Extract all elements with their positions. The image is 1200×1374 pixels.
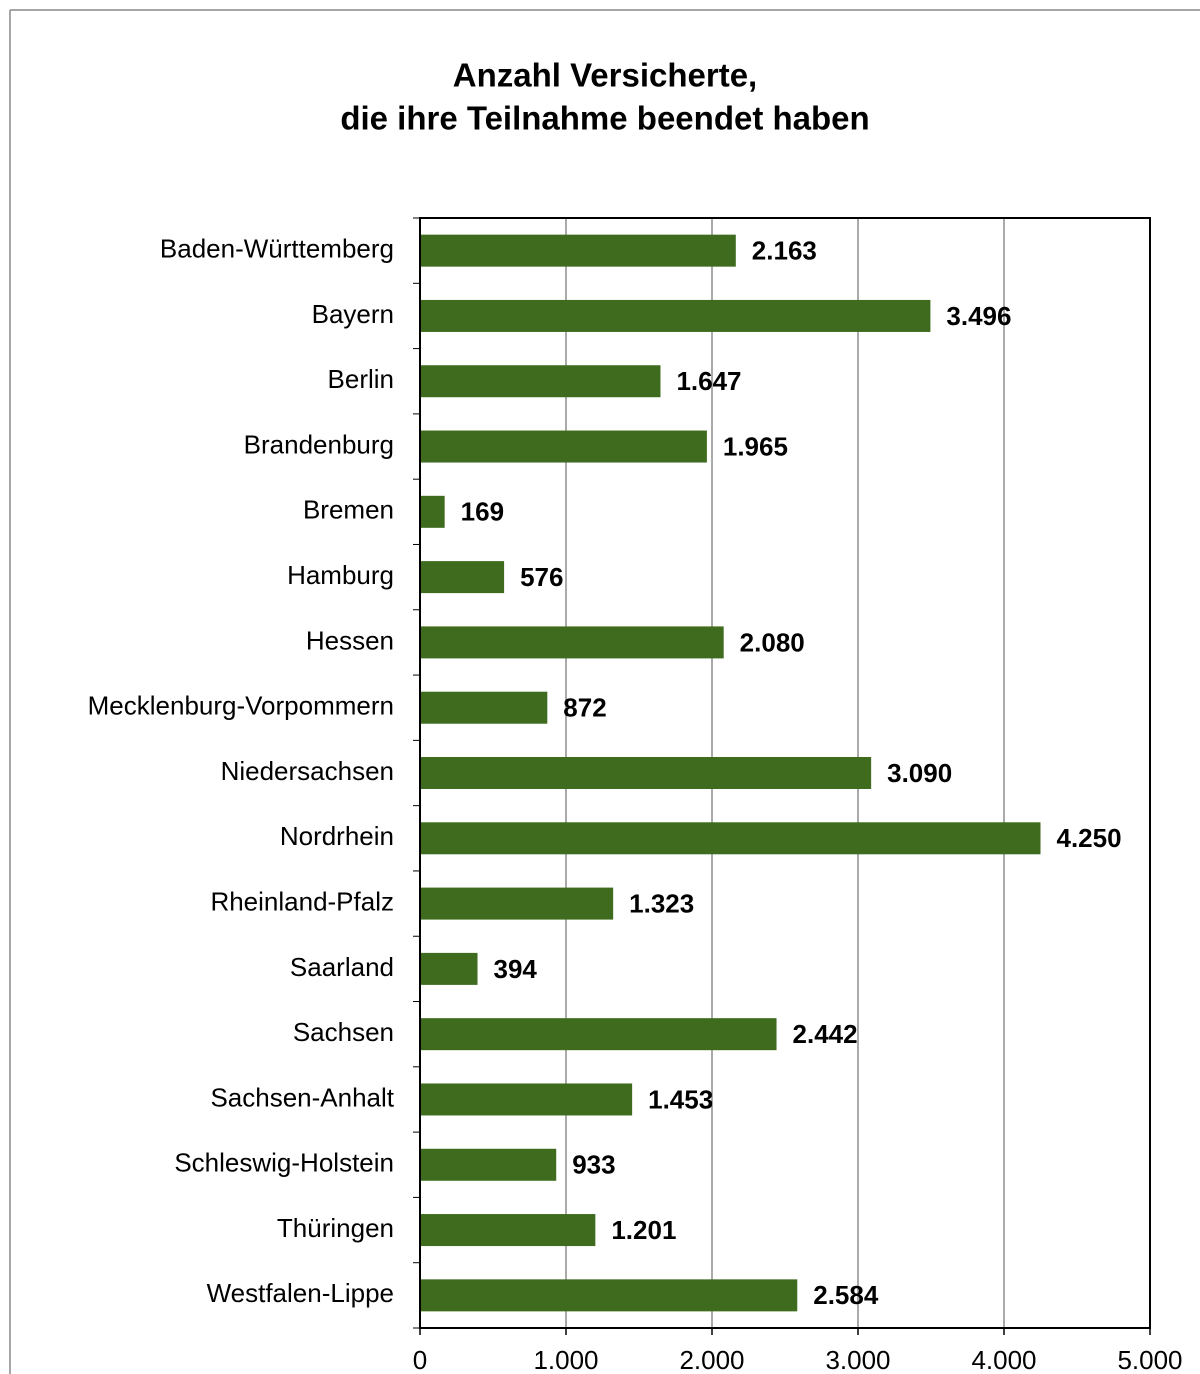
y-tick-label: Berlin [328, 364, 394, 394]
y-tick-label: Niedersachsen [221, 756, 394, 786]
y-tick-label: Schleswig-Holstein [174, 1148, 394, 1178]
bar [420, 1018, 777, 1051]
y-tick-label: Rheinland-Pfalz [210, 886, 394, 916]
y-tick-label: Bremen [303, 495, 394, 525]
value-label: 1.323 [629, 888, 694, 918]
y-tick-label: Brandenburg [244, 429, 394, 459]
x-tick-label: 2.000 [679, 1345, 744, 1374]
value-label: 576 [520, 562, 563, 592]
value-label: 3.496 [946, 301, 1011, 331]
y-tick-label: Nordrhein [280, 821, 394, 851]
x-tick-label: 1.000 [533, 1345, 598, 1374]
value-label: 1.647 [676, 366, 741, 396]
y-tick-label: Bayern [312, 299, 394, 329]
y-tick-label: Thüringen [277, 1213, 394, 1243]
bar [420, 1083, 633, 1116]
y-tick-label: Hamburg [287, 560, 394, 590]
value-label: 169 [461, 497, 504, 527]
bar [420, 887, 614, 920]
y-tick-label: Sachsen-Anhalt [210, 1082, 394, 1112]
y-tick-label: Hessen [306, 625, 394, 655]
bar [420, 1148, 557, 1181]
bar [420, 234, 736, 267]
value-label: 394 [494, 954, 538, 984]
bar [420, 822, 1041, 855]
value-label: 1.453 [648, 1084, 713, 1114]
bar [420, 1279, 798, 1312]
value-label: 872 [563, 693, 606, 723]
value-label: 1.201 [611, 1215, 676, 1245]
chart-title: Anzahl Versicherte, [453, 57, 757, 94]
value-label: 4.250 [1057, 823, 1122, 853]
y-tick-label: Sachsen [293, 1017, 394, 1047]
bar [420, 691, 548, 724]
y-tick-label: Westfalen-Lippe [207, 1278, 394, 1308]
y-tick-label: Baden-Württemberg [160, 234, 394, 264]
value-label: 933 [572, 1150, 615, 1180]
bar [420, 1214, 596, 1247]
value-label: 2.442 [793, 1019, 858, 1049]
x-tick-label: 5.000 [1117, 1345, 1182, 1374]
y-tick-label: Mecklenburg-Vorpommern [88, 691, 394, 721]
x-tick-label: 0 [413, 1345, 427, 1374]
x-tick-label: 4.000 [971, 1345, 1036, 1374]
x-tick-label: 3.000 [825, 1345, 890, 1374]
y-tick-label: Saarland [290, 952, 394, 982]
bar [420, 299, 931, 332]
value-label: 3.090 [887, 758, 952, 788]
bar [420, 952, 478, 985]
bar [420, 495, 445, 528]
bar [420, 365, 661, 398]
value-label: 1.965 [723, 431, 788, 461]
value-label: 2.163 [752, 236, 817, 266]
plot-frame [419, 217, 1151, 1329]
bar [420, 430, 707, 463]
bar [420, 757, 872, 789]
value-label: 2.584 [813, 1280, 879, 1310]
chart-title: die ihre Teilnahme beendet haben [340, 100, 869, 137]
bar [420, 626, 724, 659]
value-label: 2.080 [740, 627, 805, 657]
bar [420, 561, 505, 594]
